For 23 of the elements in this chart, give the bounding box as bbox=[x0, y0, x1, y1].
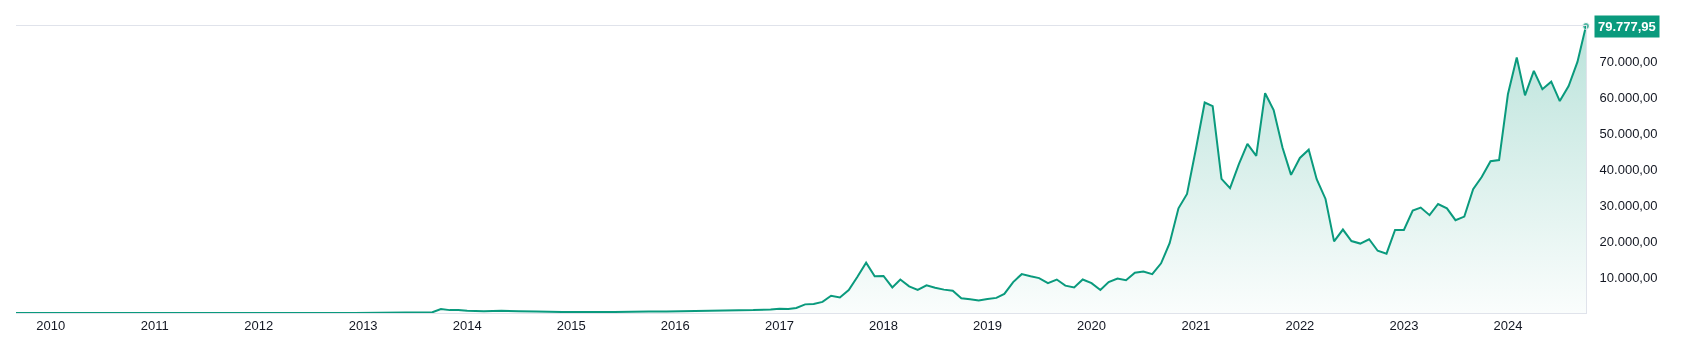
y-tick-label: 60.000,00 bbox=[1599, 89, 1658, 105]
y-tick-label: 10.000,00 bbox=[1599, 269, 1658, 285]
x-tick-label: 2015 bbox=[556, 317, 586, 333]
y-tick-label: 50.000,00 bbox=[1599, 125, 1658, 141]
x-tick-label: 2024 bbox=[1493, 317, 1523, 333]
x-tick-label: 2010 bbox=[36, 317, 66, 333]
data-label: 79.777,95 bbox=[1598, 19, 1656, 34]
x-tick-label: 2012 bbox=[244, 317, 274, 333]
x-tick-label: 2021 bbox=[1181, 317, 1211, 333]
y-tick-label: 20.000,00 bbox=[1599, 233, 1658, 249]
x-tick-label: 2017 bbox=[765, 317, 794, 333]
y-tick-label: 40.000,00 bbox=[1599, 161, 1658, 177]
x-tick-label: 2020 bbox=[1077, 317, 1107, 333]
y-tick-label: 30.000,00 bbox=[1599, 197, 1658, 213]
x-tick-label: 2023 bbox=[1389, 317, 1419, 333]
x-tick-label: 2019 bbox=[973, 317, 1002, 333]
x-tick-label: 2016 bbox=[660, 317, 690, 333]
x-tick-label: 2014 bbox=[452, 317, 482, 333]
x-tick-label: 2018 bbox=[869, 317, 898, 333]
x-tick-label: 2013 bbox=[348, 317, 378, 333]
y-tick-label: 70.000,00 bbox=[1599, 53, 1658, 69]
x-tick-label: 2011 bbox=[140, 317, 169, 333]
x-tick-label: 2022 bbox=[1285, 317, 1315, 333]
